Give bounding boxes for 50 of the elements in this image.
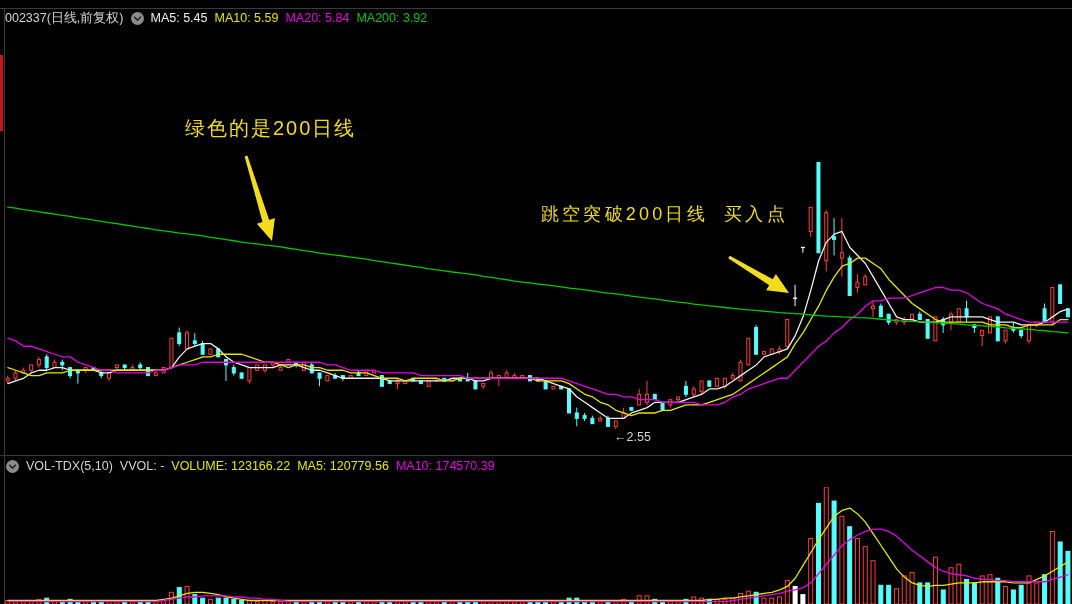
bar: [831, 500, 837, 604]
bar: [917, 582, 923, 604]
bar: [1018, 584, 1024, 604]
bar: [940, 589, 946, 604]
candlestick: [177, 327, 182, 347]
text: MA20: 5.84: [285, 11, 350, 25]
bar: [815, 502, 821, 604]
bar: [1010, 589, 1016, 604]
annotation: 跳空突破200日线 买入点: [541, 204, 788, 224]
bar: [231, 598, 237, 604]
text: MA5: 120779.56: [297, 459, 389, 473]
bar: [527, 601, 533, 604]
text: VOLUME: 123166.22: [171, 459, 291, 473]
text: MA10: 5.59: [214, 11, 279, 25]
candlestick: [574, 407, 579, 427]
bar: [457, 601, 463, 604]
bar: [1065, 550, 1071, 604]
bar: [925, 582, 931, 604]
text: MA200: 3.92: [356, 11, 428, 25]
candlestick: [964, 300, 969, 323]
bar: [239, 599, 245, 604]
candlestick: [855, 273, 860, 294]
text: ←2.55: [614, 430, 651, 444]
bar: [410, 601, 416, 604]
candlestick: [1058, 284, 1063, 305]
chart-title: VOL-TDX(5,10): [26, 459, 113, 473]
bar: [1042, 574, 1048, 604]
bar: [971, 582, 977, 604]
chart-title: 002337(日线,前复权): [5, 11, 124, 25]
text: 绿色的是200日线: [185, 117, 357, 139]
candlestick: [832, 217, 837, 256]
candlestick: [839, 217, 844, 278]
bar: [215, 597, 221, 604]
bar: [200, 597, 206, 604]
candlestick: [644, 380, 649, 406]
bar: [1057, 541, 1063, 604]
bar: [964, 578, 970, 604]
bar: [847, 526, 853, 604]
candlestick: [871, 300, 876, 318]
bar: [340, 601, 346, 604]
bar: [800, 594, 806, 604]
text: MA10: 174570.39: [395, 459, 495, 473]
bar: [223, 597, 229, 604]
chart-subtitle: VVOL: -: [119, 459, 165, 473]
text: MA5: 5.45: [150, 11, 208, 25]
bar: [995, 577, 1001, 604]
bar: [792, 585, 798, 604]
bar: [878, 584, 884, 604]
bar: [418, 601, 424, 604]
bar: [886, 584, 892, 604]
